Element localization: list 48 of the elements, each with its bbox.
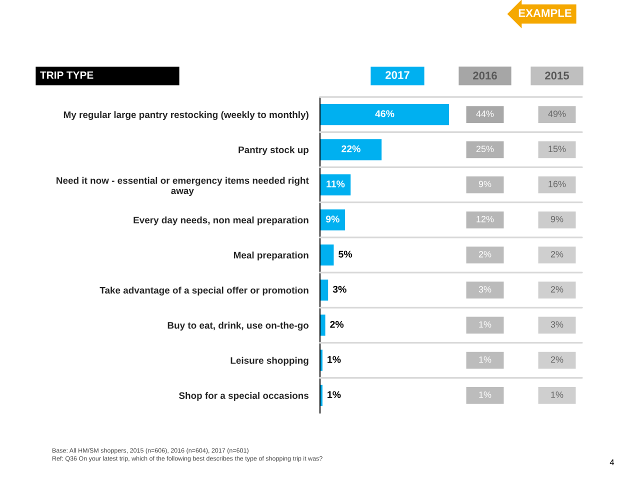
y-tick-label: Meal preparation xyxy=(234,252,308,260)
bar xyxy=(320,314,326,336)
text: EXAMPLE xyxy=(518,9,572,17)
data-label: 25% xyxy=(476,146,494,152)
y-tick-label: Pantry stock up xyxy=(238,146,309,156)
data-label: 2% xyxy=(550,251,564,258)
bar xyxy=(320,278,329,302)
data-label: 12% xyxy=(476,216,494,222)
y-tick-label: Leisure shopping xyxy=(230,356,308,366)
data-label: 1% xyxy=(479,321,492,328)
data-label: 2% xyxy=(478,251,492,258)
data-label: 2% xyxy=(330,320,344,328)
bar xyxy=(320,244,334,266)
y-tick-label: Take advantage of a special offer or promotion xyxy=(100,286,308,296)
data-label: 44% xyxy=(476,110,494,117)
data-label: 1% xyxy=(479,392,492,398)
data-label: 49% xyxy=(548,110,566,117)
y-tick-label: Shop for a special occasions xyxy=(179,392,309,401)
data-label: 1% xyxy=(551,392,564,398)
data-label: 1% xyxy=(328,391,341,398)
text: 4 xyxy=(610,459,614,466)
data-label: 46% xyxy=(375,110,394,118)
data-label: 3% xyxy=(550,321,564,328)
data-label: 22% xyxy=(342,145,360,152)
data-label: 3% xyxy=(478,286,492,293)
bar xyxy=(320,208,346,232)
data-label: 2% xyxy=(550,356,564,363)
data-label: 9% xyxy=(326,216,340,222)
data-label: 9% xyxy=(550,216,564,222)
data-label: 2% xyxy=(550,286,564,292)
bar xyxy=(320,138,382,161)
data-label: 3% xyxy=(332,286,346,293)
y-tick-label: Buy to eat, drink, use on-the-go xyxy=(168,322,309,331)
data-label: 11% xyxy=(326,180,345,188)
text: 2017 xyxy=(386,71,410,79)
y-tick-label: Every day needs, non meal preparation xyxy=(134,216,308,226)
y-tick-label: Need it now - essential or emergency items needed right away xyxy=(56,176,309,196)
data-label: 1% xyxy=(479,356,492,363)
y-tick-label: My regular large pantry restocking (weekly to monthly) xyxy=(64,111,308,120)
bar xyxy=(320,174,352,196)
data-label: 1% xyxy=(328,356,341,363)
x-tick-label: 2016 xyxy=(473,72,497,80)
x-tick-label: 2015 xyxy=(545,72,570,80)
data-label: 5% xyxy=(338,250,352,258)
data-label: 15% xyxy=(548,146,566,152)
text: TRIP TYPE xyxy=(40,72,94,79)
data-label: 16% xyxy=(548,180,566,188)
data-label: 9% xyxy=(478,180,492,188)
